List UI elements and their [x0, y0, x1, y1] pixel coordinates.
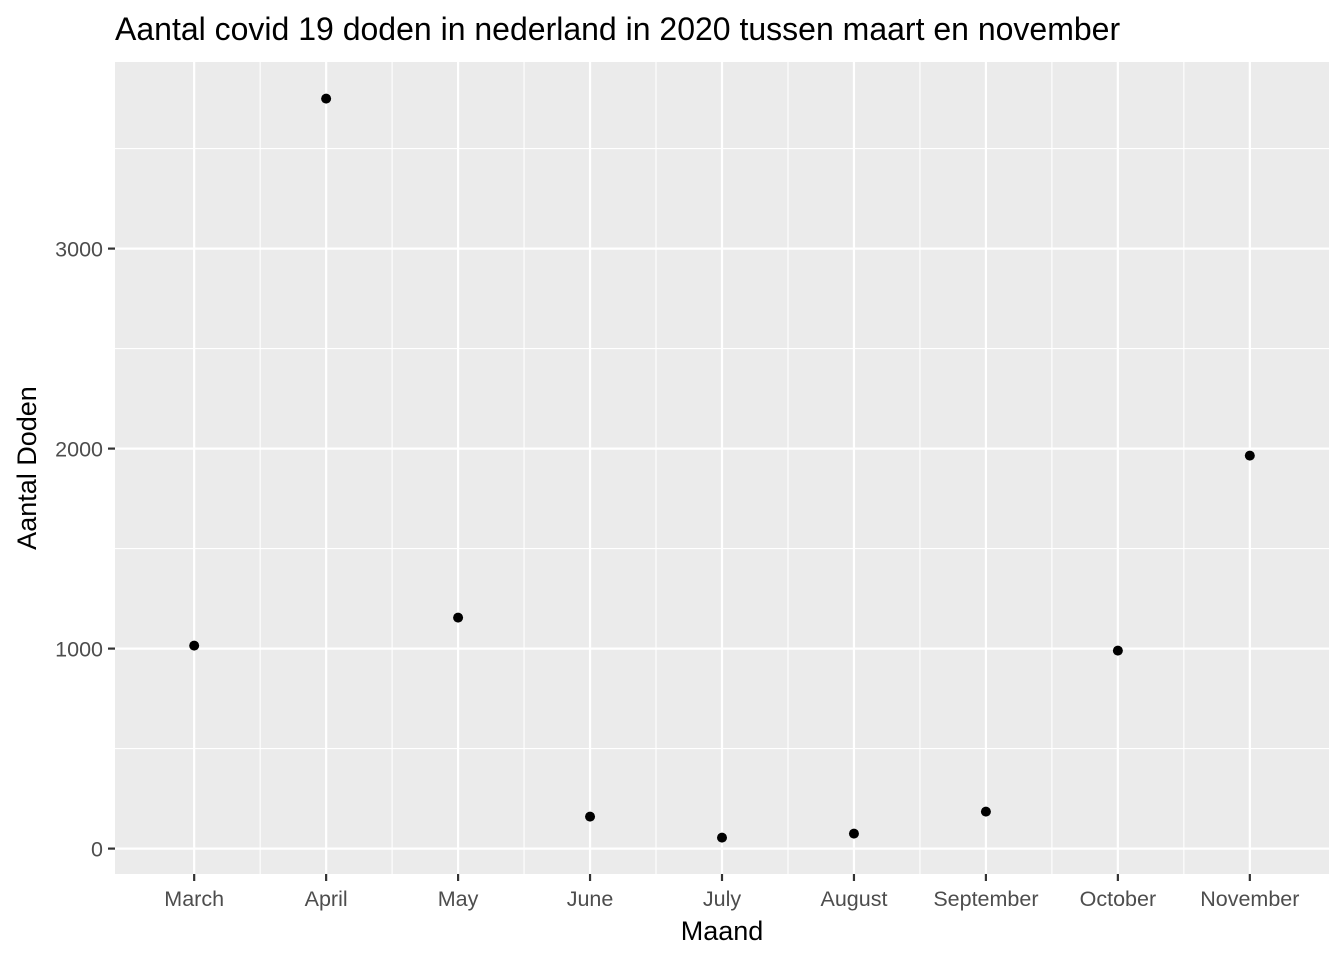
data-point-september	[980, 806, 991, 817]
x-axis-title: Maand	[681, 916, 764, 946]
y-axis-title: Aantal Doden	[12, 386, 42, 550]
y-tick-label: 0	[91, 838, 103, 862]
chart-title: Aantal covid 19 doden in nederland in 20…	[115, 11, 1120, 47]
x-tick-label: July	[703, 887, 741, 911]
data-point-october	[1112, 645, 1123, 656]
x-tick-label: May	[438, 887, 479, 911]
data-point-may	[453, 612, 464, 623]
y-axis: 0 1000 2000 3000	[55, 238, 115, 862]
data-point-august	[848, 828, 859, 839]
x-tick-label: September	[933, 887, 1038, 911]
data-point-july	[717, 832, 727, 843]
x-tick-label: October	[1080, 887, 1156, 911]
y-tick-label: 3000	[55, 238, 103, 262]
x-tick-label: August	[820, 887, 887, 911]
data-point-march	[189, 640, 200, 651]
y-tick-label: 1000	[55, 638, 103, 662]
x-tick-label: November	[1200, 887, 1299, 911]
data-point-june	[585, 811, 596, 822]
data-point-april	[321, 93, 332, 104]
y-tick-label: 2000	[55, 438, 103, 462]
x-axis: March April May June July August September Octo…	[164, 874, 1299, 911]
x-tick-label: March	[164, 887, 224, 911]
x-tick-label: June	[567, 887, 614, 911]
data-point-november	[1244, 450, 1255, 461]
x-tick-label: April	[305, 887, 348, 911]
data-points	[189, 93, 1255, 843]
major-gridlines	[115, 62, 1329, 874]
